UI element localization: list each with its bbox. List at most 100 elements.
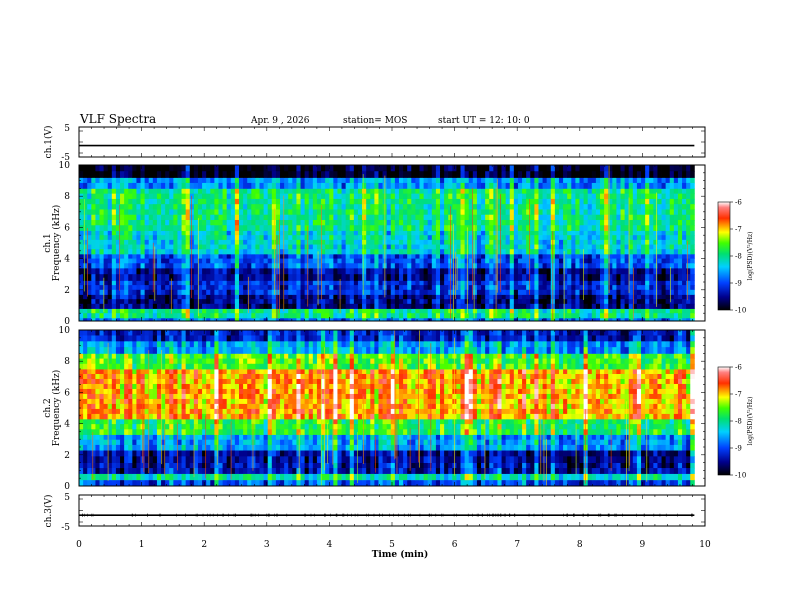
spectrogram-cell	[321, 280, 326, 286]
spectrogram-cell	[185, 193, 191, 200]
spectrogram-cell	[234, 209, 240, 216]
spectrogram-cell	[95, 225, 100, 231]
spectrogram-cell	[431, 294, 437, 300]
spectrogram-cell	[657, 182, 662, 189]
spectrogram-cell	[513, 317, 519, 322]
spectrogram-cell	[329, 165, 334, 172]
spectrogram-cell	[173, 182, 178, 189]
spectrogram-cell	[481, 299, 486, 305]
spectrogram-cell	[657, 303, 662, 309]
spectrogram-cell	[517, 235, 523, 241]
spectrogram-cell	[653, 209, 658, 216]
spectrogram-cell	[612, 258, 617, 264]
spectrogram-cell	[575, 198, 580, 205]
spectrogram-cell	[366, 209, 371, 216]
spectrogram-cell	[296, 263, 301, 269]
spectrogram-cell	[202, 308, 207, 314]
spectrogram-cell	[120, 253, 125, 259]
spectrogram-cell	[497, 239, 502, 245]
spectrogram-cell	[632, 285, 638, 291]
spectrogram-cell	[403, 317, 408, 322]
spectrogram-cell	[349, 165, 355, 172]
spectrogram-cell	[79, 280, 84, 286]
spectrogram-cell	[661, 165, 667, 172]
spectrogram-cell	[366, 214, 371, 221]
spectrogram-cell	[316, 317, 322, 322]
spectrogram-cell	[403, 274, 408, 281]
spectrogram-cell	[690, 294, 695, 300]
spectrogram-cell	[669, 308, 675, 314]
spectrogram-cell	[616, 225, 621, 231]
spectrogram-cell	[628, 182, 634, 189]
spectrogram-cell	[665, 239, 671, 245]
spectrogram-cell	[267, 313, 273, 319]
spectrogram-cell	[91, 313, 96, 319]
spectrogram-cell	[468, 308, 474, 314]
spectrogram-cell	[509, 285, 515, 291]
spectrogram-cell	[185, 317, 191, 322]
spectrogram-cell	[481, 249, 486, 255]
spectrogram-cell	[91, 198, 96, 205]
spectrogram-cell	[538, 280, 543, 286]
spectrogram-cell	[485, 289, 490, 295]
spectrogram-cell	[497, 258, 502, 264]
spectrogram-cell	[214, 294, 219, 300]
spectrogram-cell	[546, 214, 552, 221]
spectrogram-cell	[284, 258, 289, 264]
spectrogram-cell	[161, 204, 166, 210]
spectrogram-cell	[366, 285, 371, 291]
spectrogram-cell	[669, 267, 675, 275]
spectrogram-cell	[329, 198, 334, 205]
spectrogram-cell	[161, 214, 166, 221]
spectrogram-cell	[546, 263, 552, 269]
spectrogram-cell	[431, 198, 437, 205]
spectrogram-cell	[374, 214, 379, 221]
spectrogram-cell	[193, 285, 199, 291]
spectrogram-cell	[259, 209, 265, 216]
spectrogram-cell	[140, 299, 146, 305]
spectrogram-cell	[177, 289, 182, 295]
spectrogram-cell	[636, 280, 642, 286]
spectrogram-cell	[649, 171, 654, 178]
spectrogram-cell	[181, 165, 187, 172]
spectrogram-cell	[665, 225, 671, 231]
spectrogram-cell	[427, 204, 433, 210]
spectrogram-cell	[472, 188, 478, 195]
spectrogram-cell	[587, 299, 593, 305]
spectrogram-cell	[554, 249, 560, 255]
spectrogram-cell	[641, 209, 646, 216]
spectrogram-cell	[645, 171, 650, 178]
spectrogram-cell	[682, 198, 687, 205]
spectrogram-cell	[530, 214, 535, 221]
spectrogram-cell	[600, 303, 605, 309]
spectrogram-cell	[624, 285, 630, 291]
spectrogram-cell	[370, 289, 375, 295]
spectrogram-cell	[505, 263, 511, 269]
spectrogram-cell	[628, 219, 634, 226]
spectrogram-cell	[657, 188, 662, 195]
spectrogram-cell	[608, 249, 613, 255]
spectrogram-cell	[238, 274, 244, 281]
spectrogram-cell	[132, 258, 137, 264]
spectrogram-cell	[271, 219, 277, 226]
spectrogram-cell	[575, 299, 580, 305]
spectrogram-cell	[407, 177, 412, 184]
spectrogram-cell	[251, 289, 256, 295]
spectrogram-cell	[497, 171, 502, 178]
spectrogram-cell	[513, 230, 519, 236]
spectrogram-cell	[349, 274, 355, 281]
spectrogram-cell	[497, 274, 502, 281]
spectrogram-cell	[645, 258, 650, 264]
spectrogram-cell	[271, 308, 277, 314]
spectrogram-cell	[645, 165, 650, 172]
spectrogram-cell	[218, 225, 223, 231]
spectrogram-cell	[275, 165, 281, 172]
spectrogram-cell	[333, 263, 338, 269]
spectrogram-cell	[505, 204, 511, 210]
spectrogram-cell	[243, 204, 248, 210]
spectrogram-cell	[210, 230, 215, 236]
spectrogram-cell	[230, 294, 236, 300]
spectrogram-cell	[563, 177, 568, 184]
spectrogram-cell	[431, 263, 437, 269]
spectrogram-cell	[444, 165, 449, 172]
